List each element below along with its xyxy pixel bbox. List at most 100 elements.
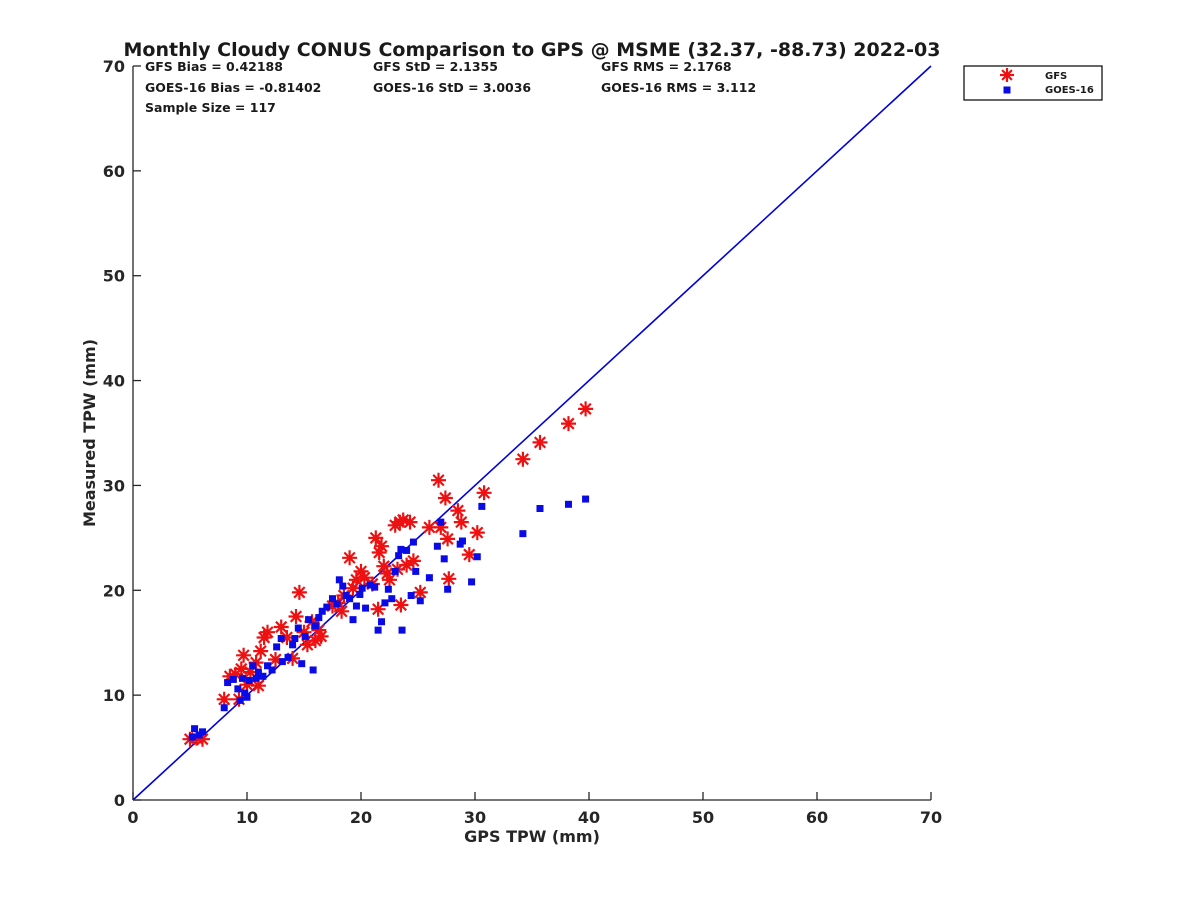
gfs-point <box>515 451 531 467</box>
gfs-point <box>382 572 397 588</box>
goes16-point <box>403 546 411 554</box>
goes16-point <box>249 662 257 670</box>
gfs-point <box>285 650 301 666</box>
x-tick-label: 60 <box>806 808 828 827</box>
goes16-point <box>478 502 486 510</box>
x-tick-label: 70 <box>920 808 942 827</box>
gfs-point <box>453 514 469 530</box>
goes16-point <box>229 675 237 683</box>
gfs-point <box>299 637 315 653</box>
gfs-point <box>353 563 369 579</box>
goes16-point <box>305 616 313 624</box>
goes16-point <box>188 733 196 741</box>
gfs-point <box>421 519 437 535</box>
gfs-point <box>273 619 289 635</box>
gfs-point <box>311 622 327 638</box>
goes16-point <box>329 595 336 603</box>
goes16-point <box>409 538 417 546</box>
gfs-point <box>371 545 387 560</box>
goes16-point <box>309 666 317 674</box>
gfs-point <box>441 571 457 587</box>
gfs-point <box>242 664 258 680</box>
gfs-point <box>376 558 392 574</box>
goes16-point <box>458 537 466 545</box>
gfs-point <box>578 401 594 417</box>
gfs-point <box>195 731 210 747</box>
x-tick-label: 40 <box>578 808 600 827</box>
y-tick-label: 20 <box>103 581 125 600</box>
goes16-point <box>378 618 386 626</box>
gfs-point <box>325 598 340 614</box>
gfs-point <box>342 550 358 566</box>
goes-std-text: GOES-16 StD = 3.0036 <box>373 80 531 95</box>
gfs-point <box>469 525 485 541</box>
goes16-point <box>384 585 392 593</box>
gfs-point <box>437 490 453 506</box>
gfs-point <box>296 624 312 640</box>
goes16-point <box>358 584 366 592</box>
goes16-point <box>298 660 306 668</box>
goes16-point <box>289 641 297 649</box>
goes16-point <box>241 689 249 697</box>
gfs-std-text: GFS StD = 2.1355 <box>373 59 498 74</box>
goes16-point <box>356 590 364 598</box>
gfs-point <box>405 553 421 569</box>
y-tick-label: 30 <box>103 476 125 495</box>
gfs-bias-text: GFS Bias = 0.42188 <box>145 59 283 74</box>
legend-gfs-marker <box>1000 68 1014 82</box>
gfs-point <box>368 530 384 546</box>
y-tick-label: 60 <box>103 162 125 181</box>
gfs-point <box>395 512 411 528</box>
gfs-point <box>236 647 252 663</box>
gfs-point <box>374 538 389 554</box>
goes16-point <box>519 530 527 538</box>
goes16-point <box>191 725 199 733</box>
goes16-point <box>294 624 302 632</box>
legend: GFS GOES-16 <box>963 65 1103 101</box>
y-tick-label: 40 <box>103 372 125 391</box>
x-tick-label: 50 <box>692 808 714 827</box>
plot-area <box>132 65 932 801</box>
gfs-point <box>228 666 244 682</box>
legend-gfs-label: GFS <box>1045 71 1067 82</box>
goes16-point <box>291 635 299 643</box>
goes16-point <box>352 602 360 610</box>
gfs-point <box>450 503 466 519</box>
y-tick-label: 70 <box>103 57 125 76</box>
goes16-point <box>301 632 309 640</box>
gfs-point <box>288 609 304 624</box>
goes16-point <box>315 614 323 622</box>
goes16-point <box>323 603 331 611</box>
goes16-point <box>224 679 232 687</box>
goes16-point <box>243 693 251 701</box>
goes16-point <box>371 583 379 591</box>
sample-size-text: Sample Size = 117 <box>145 100 276 115</box>
goes16-point <box>346 595 354 603</box>
gfs-point <box>433 519 449 535</box>
gfs-point <box>253 643 269 659</box>
gfs-point <box>239 677 255 693</box>
legend-goes16-label: GOES-16 <box>1045 85 1094 96</box>
gfs-point <box>250 678 266 694</box>
gfs-point <box>260 624 275 640</box>
goes16-point <box>437 518 445 526</box>
gfs-point <box>532 434 548 450</box>
goes16-point <box>440 555 448 563</box>
goes16-point <box>311 622 319 630</box>
goes16-point <box>220 704 228 712</box>
goes16-point <box>391 567 399 575</box>
gfs-point <box>348 572 364 588</box>
goes16-point <box>381 599 389 607</box>
goes16-point <box>536 504 544 512</box>
gfs-point <box>345 580 361 596</box>
goes16-point <box>398 626 406 634</box>
goes16-point <box>362 604 370 612</box>
y-tick-label: 50 <box>103 267 125 286</box>
goes16-point <box>236 696 244 704</box>
gfs-point <box>268 652 283 667</box>
gfs-point <box>399 557 415 573</box>
goes-bias-text: GOES-16 Bias = -0.81402 <box>145 80 321 95</box>
goes16-point <box>259 672 267 680</box>
goes16-point <box>284 653 292 661</box>
